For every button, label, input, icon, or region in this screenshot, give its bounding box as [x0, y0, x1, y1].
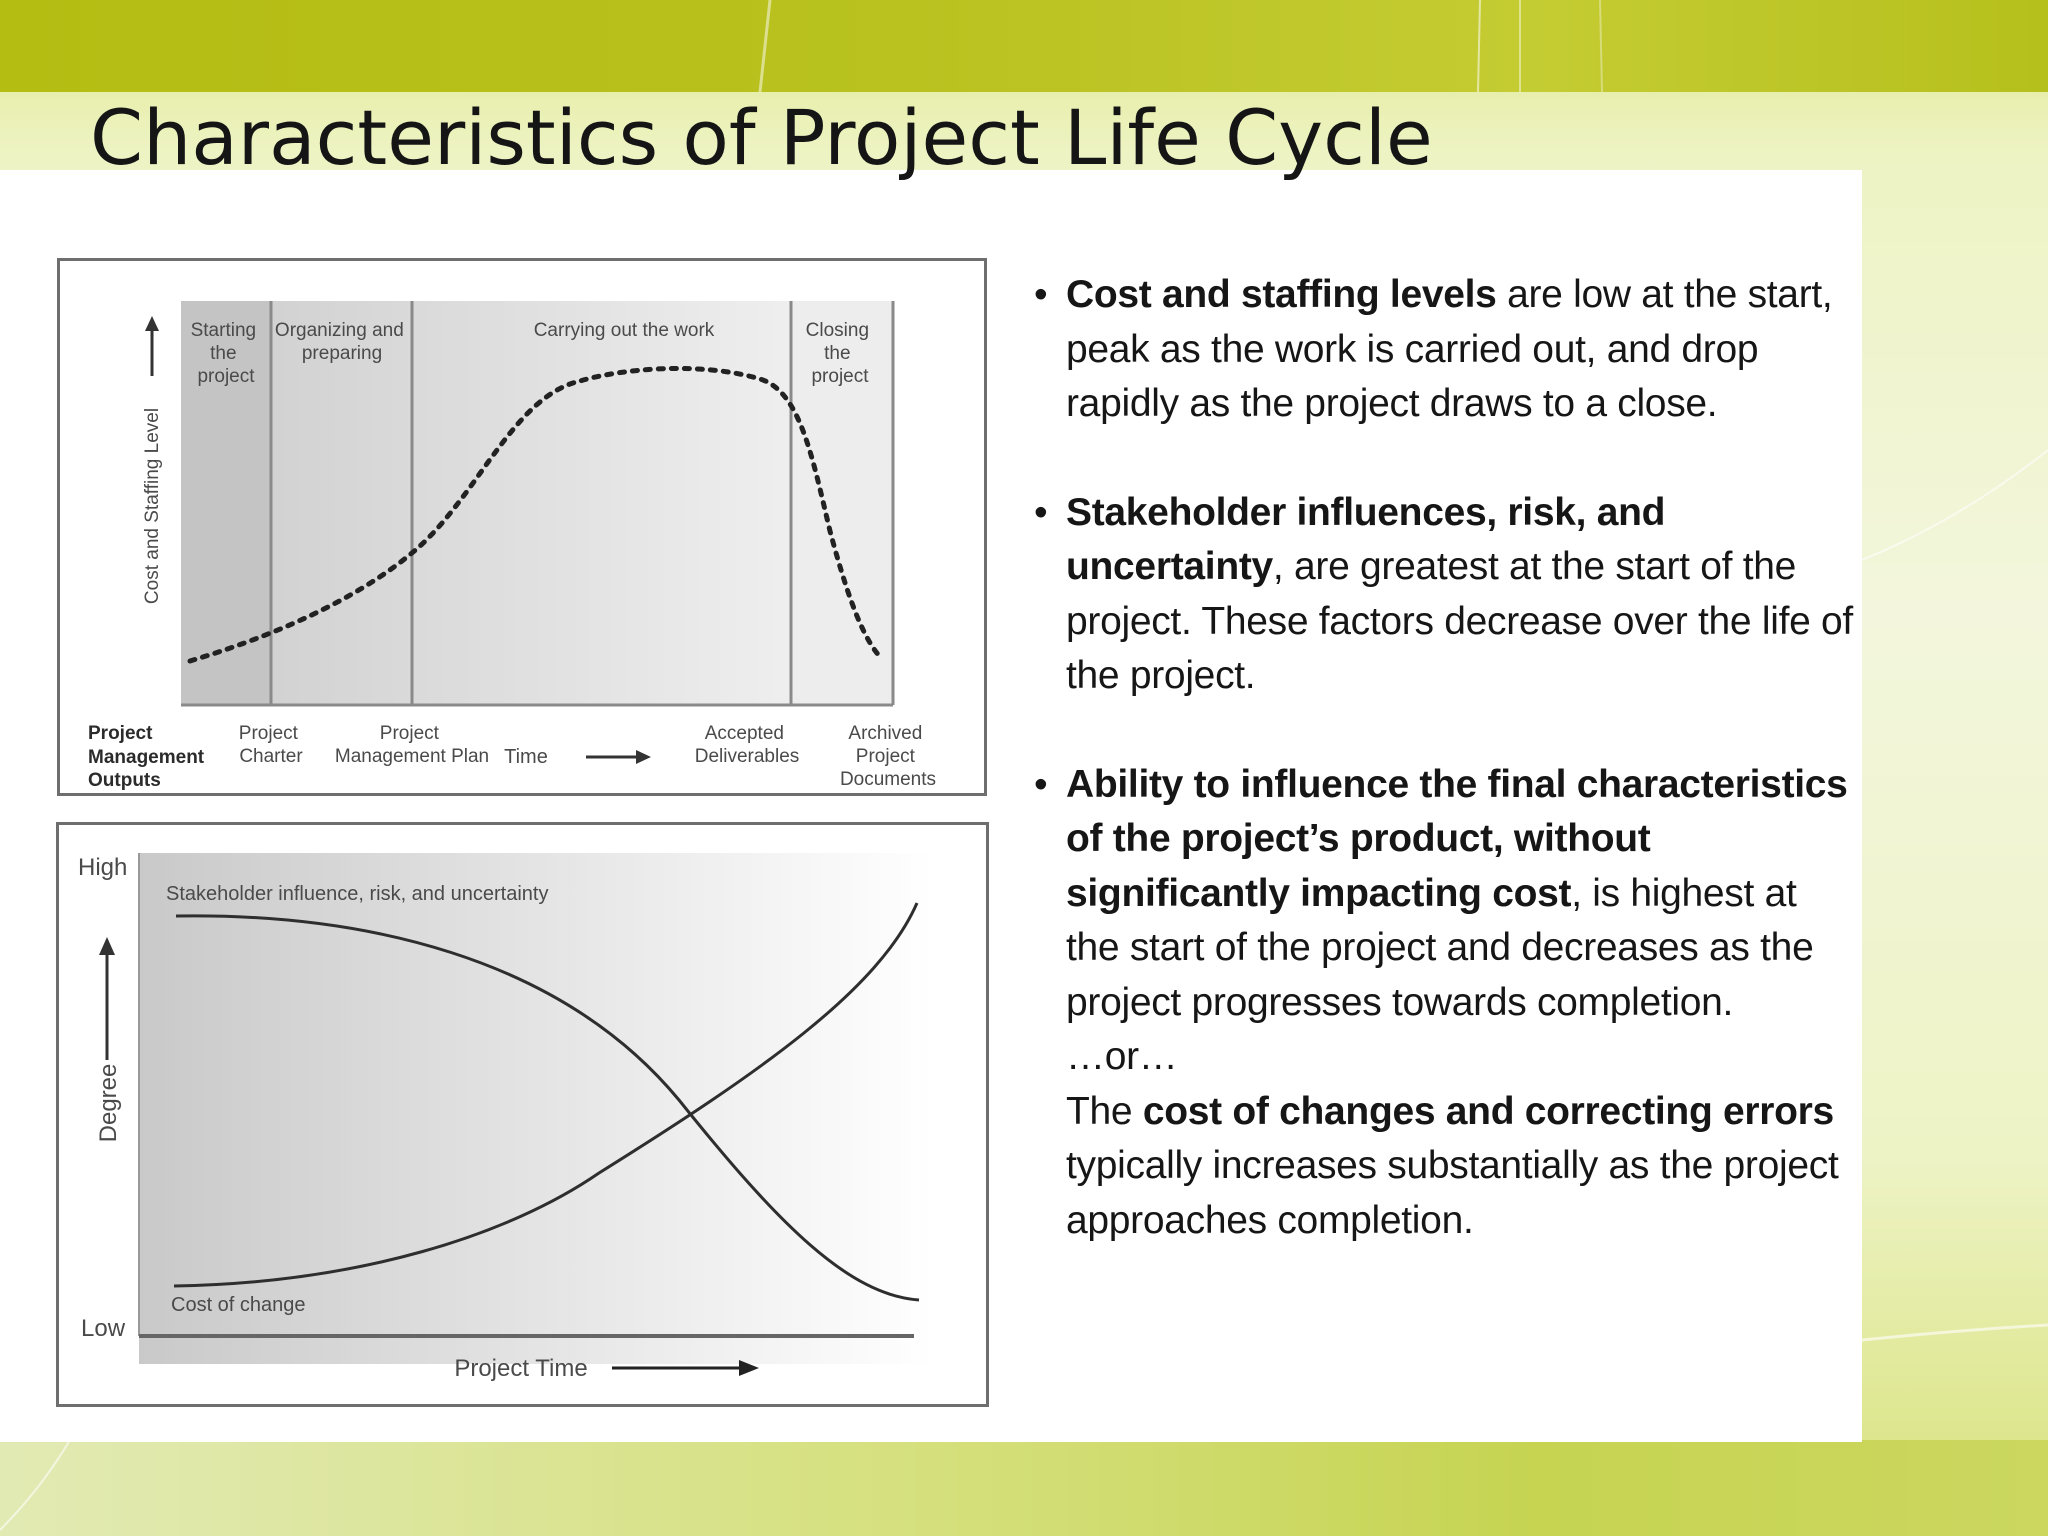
phase-label-starting: Starting the project: [191, 320, 262, 387]
bullet-marker: •: [1034, 273, 1048, 316]
bullet-ability-to-influence: • Ability to influence the final charact…: [1034, 758, 1854, 1249]
alt-text: typically increases substantially as the…: [1066, 1144, 1839, 1242]
x-axis-label: Project Time: [454, 1355, 587, 1382]
y-high-label: High: [78, 854, 127, 881]
influence-cost-figure: High Low Degree Stakeholder influence, r…: [56, 822, 989, 1407]
phase-label-line: Carrying out the work: [534, 320, 715, 341]
cost-curve-label: Cost of change: [171, 1294, 306, 1316]
plot-area: [139, 853, 934, 1364]
bottom-decor-band: [0, 1440, 2048, 1536]
slide-title: Characteristics of Project Life Cycle: [90, 93, 1433, 182]
phase-label-line: Starting: [191, 320, 256, 341]
y-low-label: Low: [81, 1315, 126, 1342]
degree-arrowhead: [99, 937, 115, 955]
phase-area: [181, 301, 893, 705]
outputs-label-line: Project: [88, 723, 153, 744]
phase-label-closing: Closing the project: [806, 320, 875, 387]
x-axis-arrowhead: [636, 750, 651, 764]
bullet-or-text: …or…: [1066, 1035, 1178, 1078]
output-line: Project: [380, 723, 440, 744]
outputs-label-line: Management: [88, 747, 205, 768]
bullet-stakeholder: • Stakeholder influences, risk, and unce…: [1034, 486, 1854, 704]
phase-label-carrying: Carrying out the work: [534, 320, 715, 341]
phase-label-organizing: Organizing and preparing: [275, 320, 409, 364]
output-line: Archived: [848, 723, 922, 744]
alt-prefix: The: [1066, 1089, 1143, 1133]
bullet-text: are low at the start, peak as the work i…: [1066, 273, 1833, 425]
bullet-list: • Cost and staffing levels are low at th…: [1034, 268, 1854, 1302]
outputs-label: Project Management Outputs: [88, 723, 209, 791]
stakeholder-curve-label: Stakeholder influence, risk, and uncerta…: [166, 883, 548, 905]
bullet-bold-text: Ability to influence the final character…: [1066, 762, 1848, 915]
phase-label-line: the: [824, 343, 850, 364]
bullet-marker: •: [1034, 762, 1048, 806]
output-line: Project: [239, 723, 299, 744]
bullet-text: , is highest at the start of the project…: [1066, 871, 1814, 1024]
cost-of-change-curve: [173, 902, 919, 1288]
phase-label-line: project: [197, 366, 255, 387]
output-line: Documents: [840, 769, 936, 790]
phase-area-closing: [791, 301, 893, 705]
bullet-cost-staffing: • Cost and staffing levels are low at th…: [1034, 268, 1854, 432]
x-axis-label: Time: [504, 746, 548, 768]
outputs-label-line: Outputs: [88, 770, 161, 791]
lifecycle-cost-staffing-figure: Starting the project Organizing and prep…: [57, 258, 987, 796]
phase-label-line: Closing: [806, 320, 869, 341]
bullet-bold-text: Stakeholder influences, risk, and uncert…: [1066, 490, 1666, 589]
output-accepted-deliverables: Accepted Deliverables: [695, 723, 800, 767]
output-archived-documents: Archived Project Documents: [840, 723, 936, 790]
phase-label-line: preparing: [302, 343, 382, 364]
phase-label-line: Organizing and: [275, 320, 404, 341]
phase-label-line: the: [210, 343, 236, 364]
bullet-bold-text: Cost and staffing levels: [1066, 273, 1497, 316]
output-line: Management Plan: [335, 746, 489, 767]
y-axis-arrowhead: [145, 316, 159, 331]
bullet-text: , are greatest at the start of the proje…: [1066, 545, 1853, 697]
output-line: Charter: [239, 746, 303, 767]
output-project-charter: Project Charter: [239, 723, 304, 767]
y-axis-label: Cost and Staffing Level: [142, 408, 163, 604]
x-axis-arrowhead: [739, 1360, 759, 1376]
output-line: Deliverables: [695, 746, 800, 767]
output-line: Project: [856, 746, 916, 767]
y-axis-label: Degree: [95, 1064, 122, 1143]
phase-label-line: project: [811, 366, 869, 387]
bullet-alt-text: The cost of changes and correcting error…: [1066, 1085, 1854, 1249]
top-decor-band: [0, 0, 2048, 92]
bullet-marker: •: [1034, 490, 1048, 534]
alt-bold-text: cost of changes and correcting errors: [1142, 1089, 1834, 1133]
cost-staffing-curve: [187, 365, 885, 664]
output-management-plan: Project Management Plan: [335, 723, 489, 767]
output-line: Accepted: [705, 723, 784, 744]
stakeholder-influence-curve: [175, 914, 920, 1302]
